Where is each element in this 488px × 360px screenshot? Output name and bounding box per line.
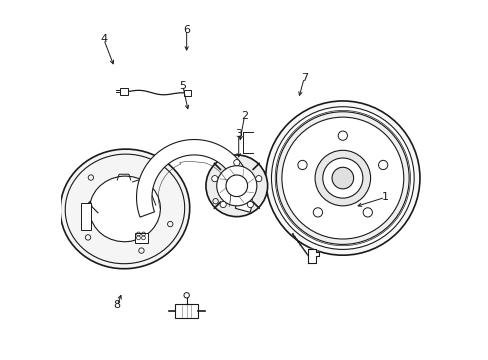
Bar	[183, 90, 190, 96]
Polygon shape	[307, 249, 318, 263]
Ellipse shape	[89, 176, 160, 242]
Text: 7: 7	[300, 73, 307, 83]
Circle shape	[338, 131, 347, 140]
Text: 2: 2	[241, 111, 247, 121]
Circle shape	[211, 176, 218, 182]
Circle shape	[281, 117, 403, 239]
Circle shape	[247, 201, 253, 208]
Circle shape	[314, 150, 370, 206]
Circle shape	[225, 175, 247, 197]
Text: 3: 3	[235, 129, 242, 139]
Circle shape	[363, 208, 372, 217]
Circle shape	[331, 167, 353, 189]
Circle shape	[255, 176, 262, 182]
Circle shape	[205, 155, 267, 217]
Ellipse shape	[65, 154, 184, 264]
Circle shape	[313, 208, 322, 217]
Circle shape	[297, 160, 306, 170]
Circle shape	[220, 201, 226, 208]
Bar	[81, 203, 91, 230]
Polygon shape	[136, 140, 252, 217]
Circle shape	[322, 158, 362, 198]
Text: 6: 6	[183, 24, 190, 35]
Circle shape	[183, 293, 189, 298]
Bar	[134, 233, 148, 243]
Text: 1: 1	[381, 192, 388, 202]
Text: 5: 5	[179, 81, 186, 90]
Circle shape	[271, 107, 413, 249]
Text: 8: 8	[113, 300, 121, 310]
Bar	[120, 88, 128, 95]
Text: 4: 4	[100, 34, 107, 44]
Circle shape	[276, 112, 408, 244]
Ellipse shape	[60, 149, 189, 269]
Circle shape	[378, 160, 387, 170]
Circle shape	[265, 101, 419, 255]
Circle shape	[216, 166, 256, 206]
Bar	[175, 304, 198, 318]
Circle shape	[233, 159, 240, 166]
